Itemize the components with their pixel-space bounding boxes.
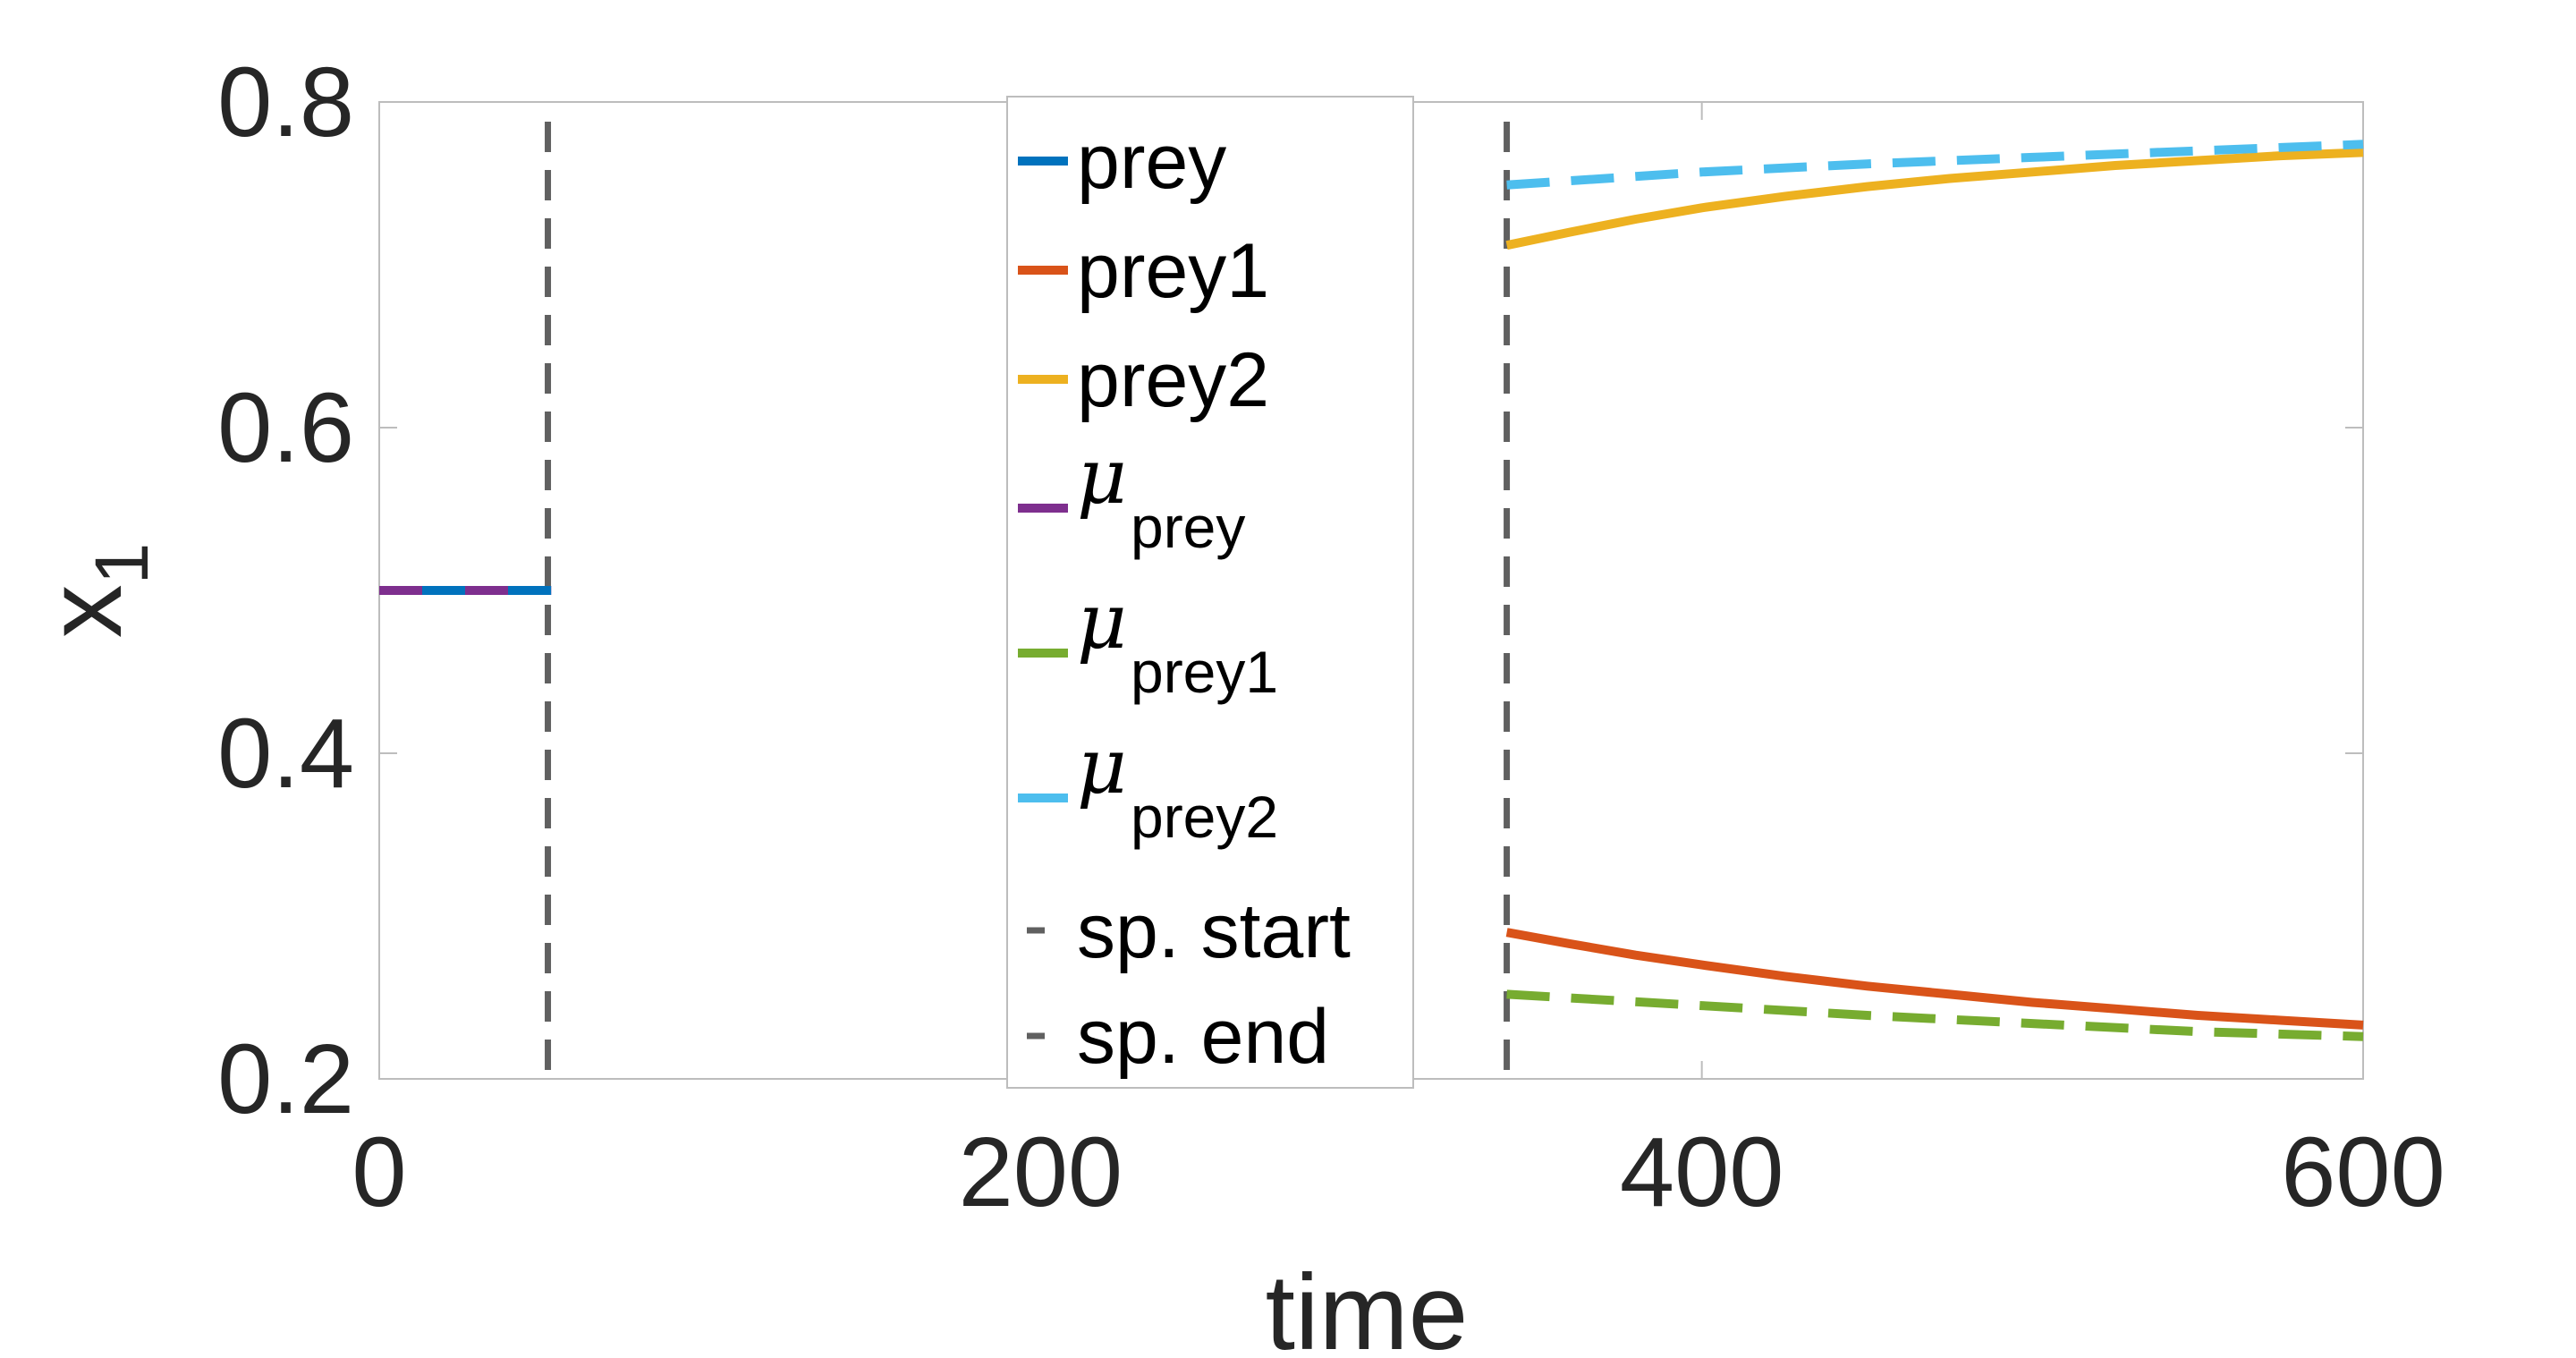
x-tick-label: 400 xyxy=(1620,1117,1784,1227)
series-lines xyxy=(379,140,2364,1041)
legend-label: prey1 xyxy=(1077,228,1269,314)
series-line-mu-prey1 xyxy=(1506,989,2364,1041)
y-axis-label: x1 xyxy=(24,543,164,639)
x-axis-label: time xyxy=(1266,1252,1469,1358)
x-tick-label: 200 xyxy=(959,1117,1123,1227)
legend-label: sp. start xyxy=(1077,888,1351,974)
y-tick-labels: 0.2 0.4 0.6 0.8 xyxy=(217,47,354,1134)
legend-mu-symbol: μ xyxy=(1077,722,1127,811)
legend-label: prey xyxy=(1077,119,1226,205)
y-axis-label-main: x xyxy=(24,584,144,638)
legend-box xyxy=(1006,96,1414,1089)
x-tick-label: 600 xyxy=(2281,1117,2445,1227)
tick-marks xyxy=(378,101,2364,1080)
reference-lines xyxy=(545,122,1511,1079)
legend-label: prey xyxy=(1131,494,1245,560)
y-tick-label: 0.4 xyxy=(217,699,354,809)
legend-mu-symbol: μ xyxy=(1077,577,1127,666)
series-line-mu-prey2 xyxy=(1506,140,2364,190)
legend-mu-symbol: μ xyxy=(1077,432,1127,522)
x-tick-labels: 0 200 400 600 xyxy=(352,1117,2445,1227)
legend-label: prey2 xyxy=(1077,337,1269,423)
y-tick-label: 0.6 xyxy=(217,373,354,483)
y-tick-label: 0.8 xyxy=(217,47,354,157)
series-line-prey2 xyxy=(1505,148,2364,250)
y-tick-label: 0.2 xyxy=(217,1024,354,1134)
y-axis-label-subscript: 1 xyxy=(80,543,164,585)
x-tick-label: 0 xyxy=(352,1117,406,1227)
legend-label: prey2 xyxy=(1131,784,1278,850)
series-line-prey1 xyxy=(1505,928,2364,1030)
legend-label: sp. end xyxy=(1077,994,1329,1080)
legend-label: prey1 xyxy=(1131,639,1278,705)
svg-text:x1: x1 xyxy=(24,543,164,639)
